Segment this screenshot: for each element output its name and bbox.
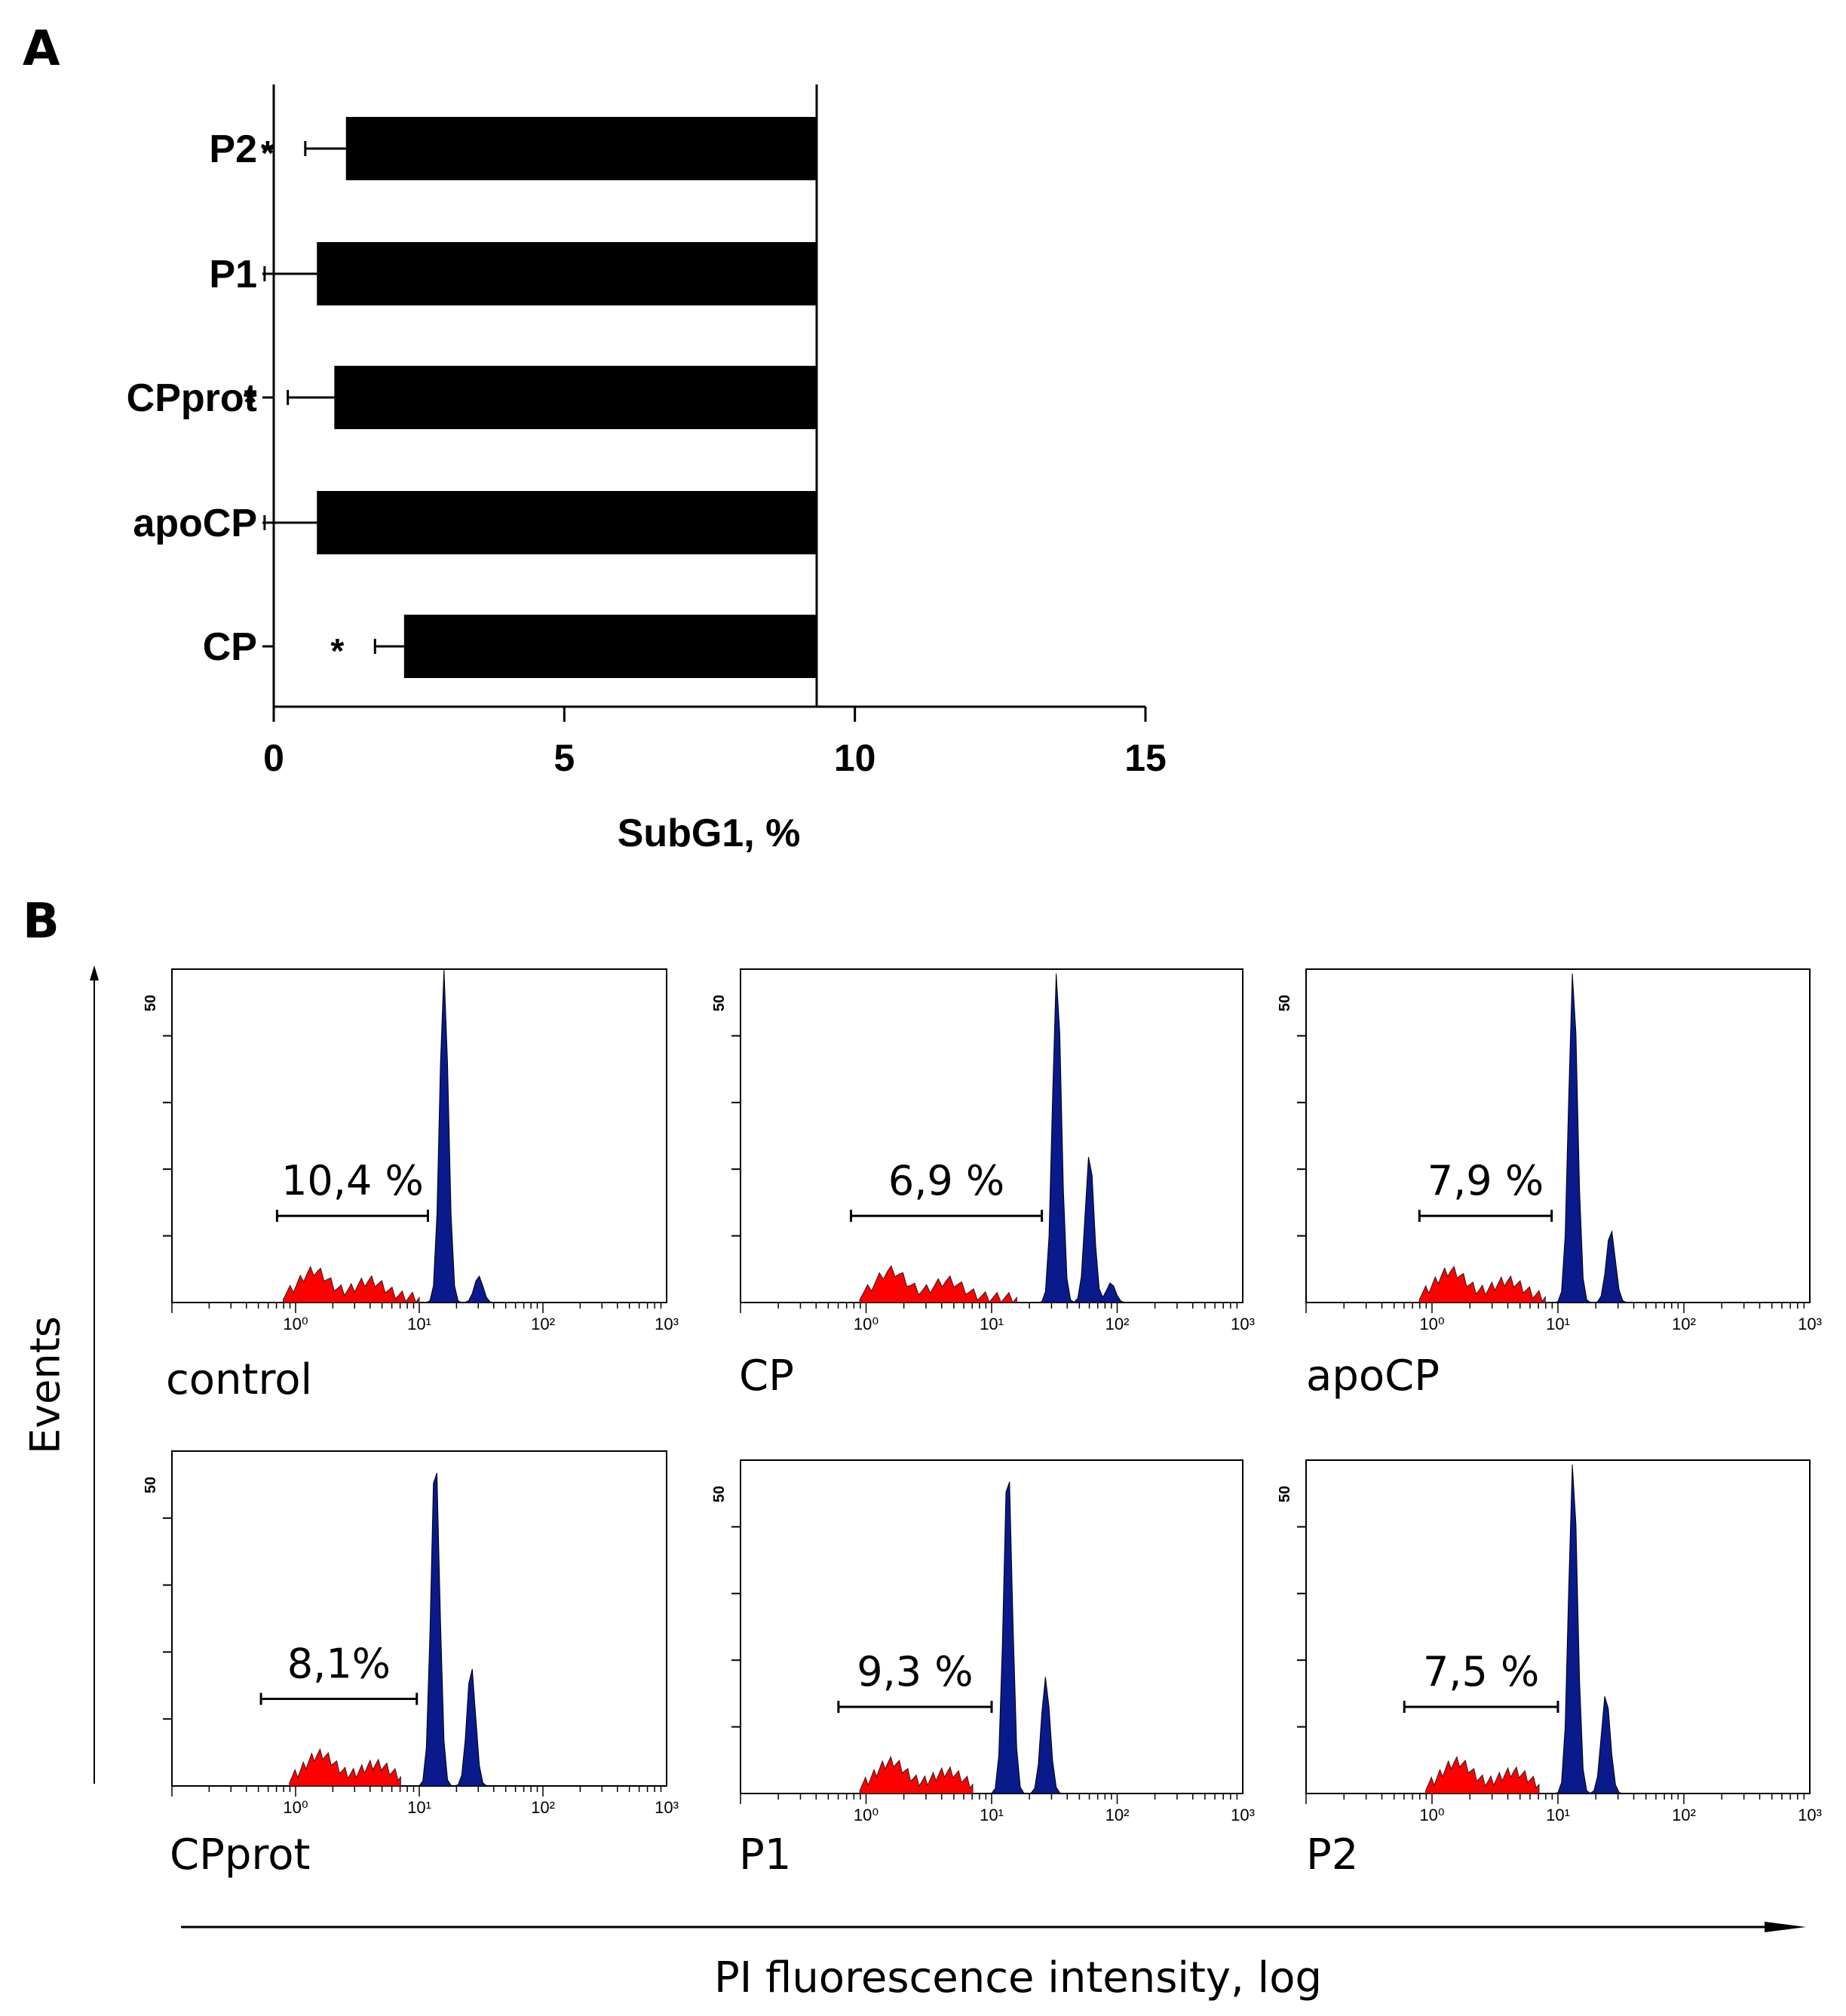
significance-marker: * [261, 133, 274, 173]
histogram-frame-apocp [1305, 968, 1811, 1303]
subg1-percent-label: 9,3 % [857, 1648, 973, 1695]
subg1-region-p1 [859, 1755, 974, 1794]
x-tick-label: 10³ [655, 1798, 679, 1817]
x-tick-label: 15 [1124, 737, 1167, 779]
events-axis-label: Events [21, 1316, 69, 1454]
panel-label-apocp: apoCP [1306, 1352, 1440, 1401]
y-tick-label: 50 [711, 1486, 728, 1502]
subg1-region-control [283, 1266, 420, 1303]
g1-peak-cp [1038, 973, 1130, 1303]
g1-peak-control [425, 968, 498, 1303]
pi-axis-label: PI fluorescence intensity, log [713, 1953, 1323, 2002]
x-tick-label: 10⁰ [854, 1806, 879, 1824]
subg1-region-cp [859, 1265, 1017, 1303]
panel-a-label: A [23, 21, 60, 77]
g1-peak-p1 [989, 1481, 1065, 1794]
x-tick-label: 10¹ [1546, 1315, 1570, 1333]
y-tick-label: 50 [1277, 1486, 1293, 1502]
histogram-frame-cpprot [171, 1450, 667, 1787]
y-tick-label: CP [203, 625, 257, 669]
histogram-frame-control [171, 968, 667, 1303]
y-tick-label: 50 [711, 995, 728, 1011]
significance-marker: * [330, 631, 344, 670]
subg1-region-p2 [1425, 1755, 1540, 1794]
x-tick-label: 10¹ [980, 1315, 1004, 1333]
y-tick-label: CPprot [127, 376, 257, 420]
subg1-percent-label: 10,4 % [281, 1157, 424, 1204]
bar-cpprot [334, 366, 817, 429]
panel-label-p2: P2 [1306, 1830, 1358, 1879]
x-tick-label: 10¹ [407, 1315, 431, 1333]
histogram-frame-cp [740, 968, 1243, 1303]
panel-label-cpprot: CPprot [170, 1830, 310, 1879]
x-tick-label: 10³ [1231, 1315, 1255, 1333]
subg1-region-apocp [1418, 1265, 1546, 1303]
subg1-percent-label: 7,5 % [1423, 1648, 1539, 1695]
x-tick-label: 10¹ [1546, 1806, 1570, 1824]
subg1-percent-label: 8,1% [287, 1640, 391, 1688]
bar-p1 [317, 242, 817, 305]
x-tick-label: 10² [531, 1798, 555, 1817]
significance-marker: * [244, 382, 257, 422]
x-tick-label: 10² [1672, 1806, 1696, 1824]
g1-peak-p2 [1553, 1464, 1625, 1794]
panel-label-p1: P1 [739, 1830, 791, 1879]
x-tick-label: 10² [1672, 1315, 1696, 1333]
histogram-frame-p2 [1305, 1459, 1811, 1794]
g1-peak-cpprot [416, 1472, 490, 1787]
x-tick-label: 10⁰ [283, 1315, 308, 1333]
x-tick-label: 10³ [1798, 1806, 1822, 1824]
panel-label-cp: CP [739, 1352, 794, 1401]
x-tick-label: 10² [1105, 1315, 1130, 1333]
bar-apocp [317, 491, 817, 554]
g1-peak-apocp [1553, 973, 1630, 1303]
events-axis-arrowhead [90, 965, 99, 980]
y-tick-label: 50 [143, 1477, 159, 1493]
x-tick-label: 10¹ [980, 1806, 1004, 1824]
subg1-percent-label: 7,9 % [1427, 1157, 1544, 1204]
y-tick-label: P2 [209, 127, 257, 171]
y-tick-label: 50 [1277, 995, 1293, 1011]
x-tick-label: 10⁰ [1419, 1315, 1444, 1333]
x-tick-label: 10¹ [407, 1798, 431, 1817]
histogram-grid: 50 10⁰ 10¹ 10² 10³ 10,4 % control 50 10⁰ 10¹ 10² 10… [90, 965, 1822, 1932]
y-tick-label: 50 [143, 995, 159, 1011]
x-tick-label: 10³ [655, 1315, 679, 1333]
x-tick-label: 10⁰ [1419, 1806, 1444, 1824]
subg1-percent-label: 6,9 % [888, 1157, 1004, 1204]
pi-axis-arrowhead [1765, 1922, 1806, 1932]
x-axis-title: SubG1, % [618, 812, 801, 855]
x-tick-label: 5 [553, 737, 575, 779]
panel-b-label: B [23, 894, 60, 950]
x-tick-label: 10⁰ [854, 1315, 879, 1333]
x-tick-label: 10² [1105, 1806, 1130, 1824]
y-tick-label: P1 [209, 253, 257, 296]
x-tick-label: 10 [834, 737, 876, 779]
x-tick-label: 0 [263, 737, 284, 779]
histogram-frame-p1 [740, 1459, 1243, 1794]
bar-p2 [345, 117, 817, 180]
bar-cp [403, 615, 817, 678]
x-tick-label: 10² [531, 1315, 555, 1333]
x-tick-label: 10³ [1231, 1806, 1255, 1824]
x-tick-label: 10³ [1798, 1315, 1822, 1333]
y-tick-label: apoCP [133, 502, 257, 545]
subg1-region-cpprot [289, 1748, 401, 1787]
x-tick-label: 10⁰ [283, 1798, 308, 1817]
panel-label-control: control [166, 1355, 312, 1404]
